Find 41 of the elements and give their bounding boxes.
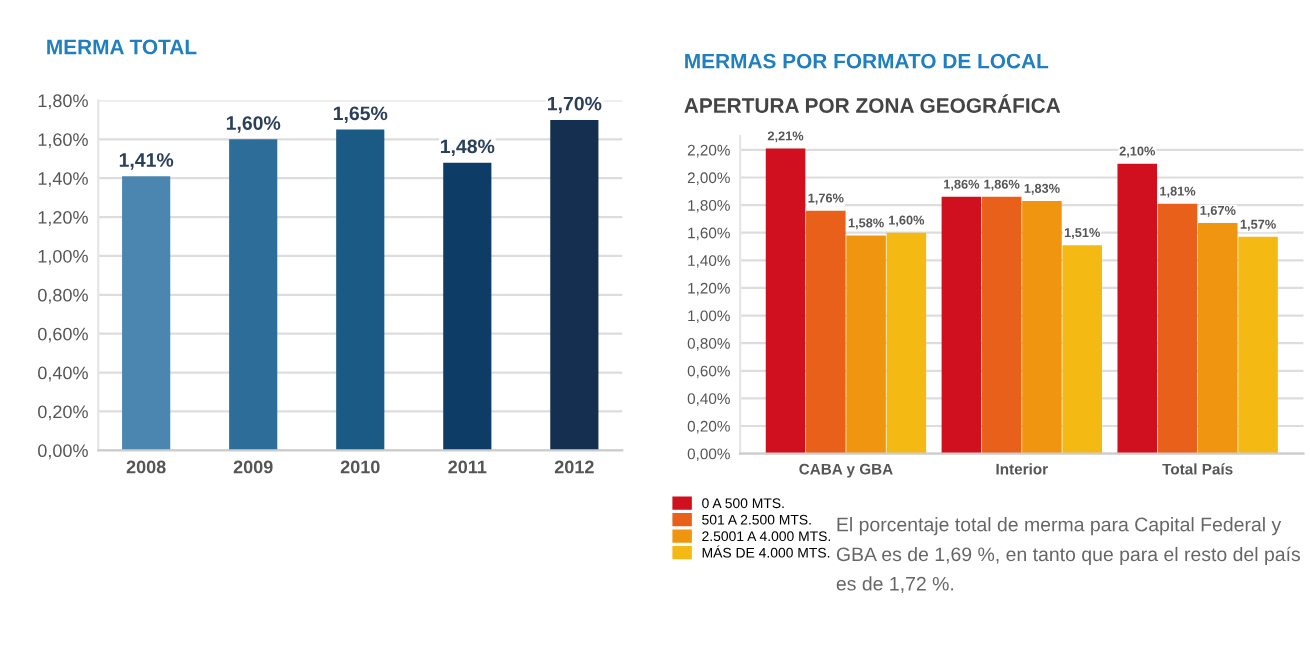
x-tick-label: 2008 — [126, 460, 166, 474]
text: El porcentaje total de merma para Capital Federal y GBA es de 1,69 %, en tanto que para el resto del país es de 1,72 %. — [836, 517, 1301, 593]
bar — [941, 196, 982, 454]
data-label: 1,70% — [548, 96, 602, 114]
bar — [1062, 245, 1102, 454]
chart-subtitle: APERTURA POR ZONA GEOGRÁFICA — [684, 94, 1061, 113]
data-label: 1,48% — [440, 139, 495, 157]
y-tick-label: 0,20% — [38, 405, 88, 421]
data-label: 1,60% — [226, 116, 281, 133]
y-tick-label: 0,80% — [38, 288, 88, 304]
x-tick-label: 2010 — [340, 460, 380, 474]
data-label: 1,65% — [333, 106, 388, 124]
x-tick-label: 2009 — [233, 460, 273, 474]
bar — [1117, 163, 1158, 454]
y-tick-label: 0,40% — [38, 366, 88, 382]
y-tick-label: 1,60% — [38, 133, 88, 149]
chart-title: MERMA TOTAL — [47, 39, 197, 55]
bar — [1198, 223, 1238, 454]
bar — [806, 210, 846, 454]
bar — [122, 176, 171, 451]
bar — [229, 139, 278, 451]
bar — [550, 119, 599, 451]
x-tick-label: 2011 — [448, 460, 487, 474]
bar — [886, 232, 927, 454]
chart-title: MERMAS POR FORMATO DE LOCAL — [685, 53, 1049, 69]
bar — [1022, 200, 1062, 454]
y-tick-label: 1,00% — [38, 249, 88, 265]
bar — [443, 162, 492, 451]
x-tick-label: 2012 — [554, 460, 594, 474]
y-tick-label: 1,40% — [38, 172, 88, 188]
y-tick-label: 1,80% — [38, 94, 88, 110]
y-tick-label: 0,00% — [38, 444, 88, 460]
bar — [765, 148, 806, 454]
bar — [981, 196, 1022, 454]
y-tick-label: 0,60% — [38, 327, 88, 343]
data-label: 1,41% — [119, 153, 174, 170]
bar — [1238, 236, 1278, 454]
bar — [846, 235, 886, 454]
y-tick-label: 1,20% — [38, 211, 88, 226]
bar — [1157, 203, 1198, 454]
bar — [336, 129, 385, 451]
